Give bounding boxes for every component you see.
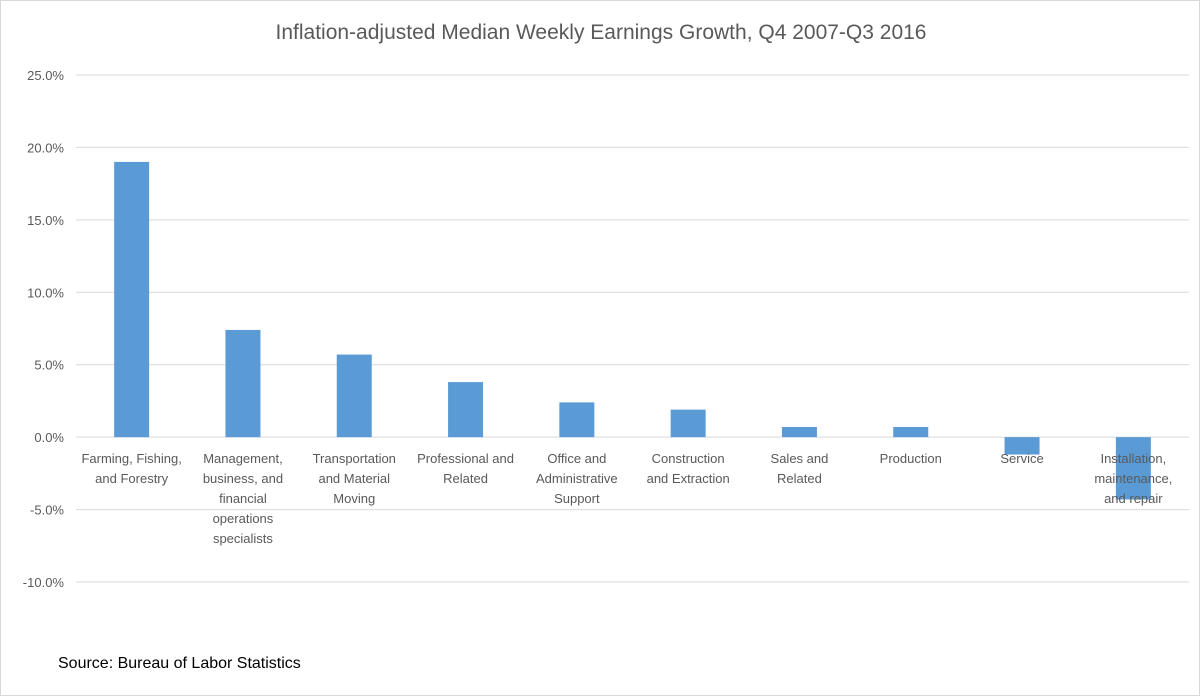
category-label-line: Related: [777, 471, 822, 486]
category-label-line: Production: [880, 451, 942, 466]
bar: [893, 427, 929, 438]
bar: [559, 402, 595, 438]
bars: [114, 161, 1151, 500]
y-tick-label: -5.0%: [30, 503, 64, 518]
bar: [336, 354, 372, 438]
category-label: Professional and Related: [417, 451, 514, 486]
source-note: Source: Bureau of Labor Statistics: [58, 655, 301, 672]
bar: [225, 329, 261, 438]
category-label-line: operations: [213, 511, 274, 526]
category-label-line: maintenance,: [1094, 471, 1172, 486]
category-label: Transportation and Material Moving: [313, 451, 396, 506]
category-label-line: Construction: [652, 451, 725, 466]
category-label-line: Transportation: [313, 451, 396, 466]
category-label-line: Professional and: [417, 451, 514, 466]
category-label-line: Service: [1000, 451, 1043, 466]
category-label: Construction and Extraction: [647, 451, 730, 486]
category-label: Service: [1000, 451, 1043, 466]
y-tick-label: 25.0%: [27, 68, 64, 83]
category-label: Office and Administrative Support: [536, 451, 618, 506]
category-label: Sales and Related: [771, 451, 829, 486]
category-label: Farming, Fishing, and Forestry: [81, 451, 181, 486]
category-label-line: Sales and: [771, 451, 829, 466]
y-tick-label: -10.0%: [23, 575, 65, 590]
category-label-line: financial: [219, 491, 267, 506]
y-tick-label: 0.0%: [34, 430, 64, 445]
category-label-line: Farming, Fishing,: [81, 451, 181, 466]
category-label-line: Installation,: [1100, 451, 1166, 466]
category-label: Production: [880, 451, 942, 466]
y-axis-tick-labels: 25.0% 20.0% 15.0% 10.0% 5.0% 0.0% -5.0% -10.0%: [23, 68, 65, 590]
bar: [670, 409, 706, 438]
category-label-line: Related: [443, 471, 488, 486]
bar: [781, 427, 817, 438]
category-label-line: and Extraction: [647, 471, 730, 486]
category-label-line: Support: [554, 491, 600, 506]
category-label-line: specialists: [213, 531, 273, 546]
y-tick-label: 10.0%: [27, 285, 64, 300]
y-tick-label: 20.0%: [27, 140, 64, 155]
bar: [1004, 437, 1040, 455]
category-label-line: and Material: [318, 471, 390, 486]
category-label: Management, business, and financial operati…: [203, 451, 283, 546]
bar: [114, 161, 150, 438]
category-label: Installation, maintenance, and repair: [1094, 451, 1172, 506]
gridlines: [76, 74, 1189, 583]
bar: [1115, 437, 1151, 500]
y-tick-label: 15.0%: [27, 213, 64, 228]
category-label-line: Office and: [547, 451, 606, 466]
category-label-line: and repair: [1104, 491, 1163, 506]
category-label-line: Management,: [203, 451, 283, 466]
category-labels: Farming, Fishing, and Forestry Management,…: [81, 451, 1172, 546]
category-label-line: Administrative: [536, 471, 618, 486]
category-label-line: Moving: [333, 491, 375, 506]
chart-title: Inflation-adjusted Median Weekly Earning…: [276, 21, 927, 44]
bar: [448, 382, 484, 438]
y-tick-label: 5.0%: [34, 358, 64, 373]
category-label-line: business, and: [203, 471, 283, 486]
category-label-line: and Forestry: [95, 471, 168, 486]
